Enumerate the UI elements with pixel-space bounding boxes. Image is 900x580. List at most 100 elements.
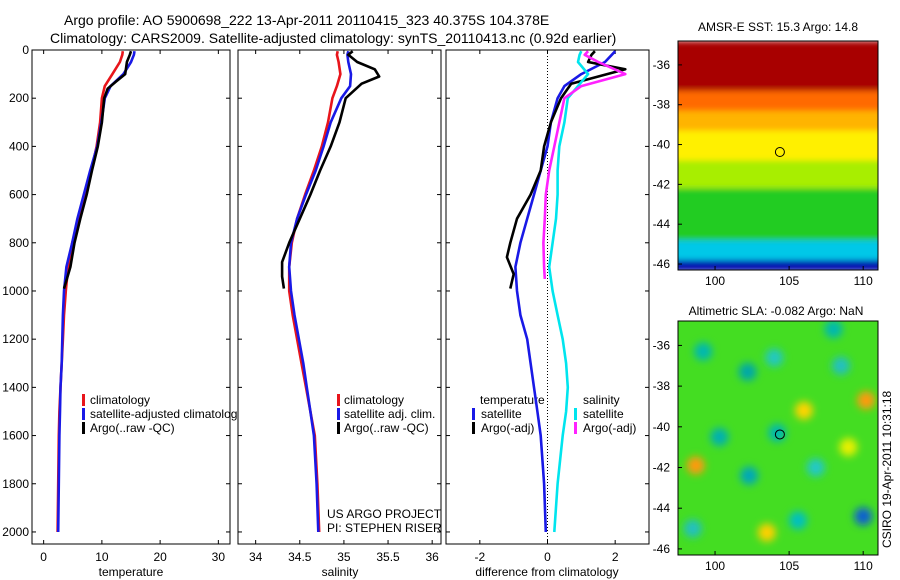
map-x-tick-label: 105 <box>779 274 799 288</box>
legend-swatch-cyan <box>574 408 577 420</box>
legend-swatch-red <box>82 394 85 406</box>
y-tick-label: 1600 <box>2 429 29 443</box>
legend-argo-raw: Argo(..raw -QC) <box>344 421 429 435</box>
y-tick-label: 1400 <box>2 380 29 394</box>
x-tick-label: 20 <box>153 550 167 564</box>
legend-climatology: climatology <box>90 393 150 407</box>
sla-spot <box>857 391 876 410</box>
sla-spot <box>683 519 702 538</box>
credit-line2: PI: STEPHEN RISER <box>327 521 442 535</box>
legend-swatch-magenta <box>574 422 577 434</box>
y-tick-label: 2000 <box>2 525 29 539</box>
legend-swatch-black <box>472 422 475 434</box>
legend-swatch-blue <box>472 408 475 420</box>
map-y-tick-label: -42 <box>653 177 671 191</box>
sst-band <box>678 160 878 190</box>
sla-spot <box>839 438 858 457</box>
map-y-tick-label: -46 <box>653 257 671 271</box>
sla-spot <box>831 356 850 375</box>
sst-band <box>678 90 878 112</box>
legend-climatology: climatology <box>344 393 404 407</box>
sla-field <box>678 321 878 555</box>
x-tick-label: 34 <box>249 550 263 564</box>
map-y-tick-label: -44 <box>653 217 671 231</box>
sst-map-title: AMSR-E SST: 15.3 Argo: 14.8 <box>698 20 858 34</box>
map-x-tick-label: 110 <box>854 559 873 573</box>
sla-spot <box>738 362 757 381</box>
sla-spot <box>806 458 825 477</box>
salinity-xlabel: salinity <box>322 565 359 579</box>
sla-spot <box>757 523 776 542</box>
series-temperature-satellite <box>514 50 617 533</box>
map-y-tick-label: -40 <box>653 138 671 152</box>
y-tick-label: 600 <box>9 188 29 202</box>
side-timestamp: CSIRO 19-Apr-2011 10:31:18 <box>880 390 894 548</box>
legend-sat-adj-climatology: satellite-adjusted climatology <box>90 407 243 421</box>
legend-salinity-heading: salinity <box>583 393 620 407</box>
figure-title-line2: Climatology: CARS2009. Satellite-adjuste… <box>50 30 616 46</box>
argo-position-marker <box>774 429 785 440</box>
series-salinity-argo-adj- <box>542 50 627 279</box>
sla-spot <box>824 321 843 339</box>
map-y-tick-label: -44 <box>653 501 671 515</box>
sla-spot <box>710 427 729 446</box>
sst-band <box>678 188 878 242</box>
y-tick-label: 0 <box>22 43 29 57</box>
map-y-tick-label: -38 <box>653 379 671 393</box>
series-argo-raw-qc- <box>280 50 381 289</box>
legend-argo-raw: Argo(..raw -QC) <box>90 421 175 435</box>
map-y-tick-label: -46 <box>653 542 671 556</box>
y-tick-label: 400 <box>9 139 29 153</box>
sla-spot <box>740 466 759 485</box>
difference-xlabel: difference from climatology <box>475 565 618 579</box>
sla-spot <box>765 348 784 367</box>
argo-position-marker <box>774 147 785 158</box>
sla-spot <box>768 423 787 442</box>
credit-line1: US ARGO PROJECT <box>327 507 442 521</box>
sst-band <box>678 260 878 270</box>
legend-swatch-red <box>337 394 340 406</box>
sst-map: AMSR-E SST: 15.3 Argo: 14.8 100 105 110 -36… <box>653 20 879 288</box>
x-tick-label: 35 <box>337 550 351 564</box>
map-y-tick-label: -36 <box>653 338 671 352</box>
legend-swatch-blue <box>337 408 340 420</box>
y-tick-label: 1000 <box>2 284 29 298</box>
legend-temperature-heading: temperature <box>480 393 545 407</box>
legend-swatch-black <box>337 422 340 434</box>
legend-temp-argo: Argo(-adj) <box>481 421 534 435</box>
sla-spot <box>854 507 873 526</box>
x-tick-label: 0 <box>40 550 47 564</box>
salinity-legend: climatology satellite adj. clim. Argo(..… <box>337 393 435 435</box>
sla-spot <box>694 342 713 361</box>
legend-sat-adj-clim: satellite adj. clim. <box>344 407 435 421</box>
sla-spot <box>789 511 807 530</box>
map-x-tick-label: 105 <box>779 559 799 573</box>
y-tick-label: 1200 <box>2 332 29 346</box>
y-tick-label: 200 <box>9 91 29 105</box>
series-salinity-satellite <box>547 50 590 533</box>
x-tick-label: 36 <box>425 550 439 564</box>
map-x-tick-label: 100 <box>705 559 725 573</box>
difference-legend: temperature satellite Argo(-adj) salinit… <box>472 393 636 435</box>
x-tick-label: 2 <box>612 550 619 564</box>
map-x-tick-label: 100 <box>705 274 725 288</box>
legend-swatch-blue <box>82 408 85 420</box>
sla-anomalies <box>683 321 876 542</box>
x-tick-label: 35.5 <box>376 550 400 564</box>
map-y-tick-label: -36 <box>653 58 671 72</box>
legend-sal-satellite: satellite <box>583 407 624 421</box>
x-tick-label: 0 <box>544 550 551 564</box>
temperature-xlabel: temperature <box>99 565 164 579</box>
legend-sal-argo: Argo(-adj) <box>583 421 636 435</box>
sst-band <box>678 110 878 132</box>
sla-map: Altimetric SLA: -0.082 Argo: NaN 100 105 1… <box>653 304 879 573</box>
x-tick-label: 30 <box>212 550 226 564</box>
sla-spot <box>686 456 705 475</box>
temperature-legend: climatology satellite-adjusted climatolo… <box>82 393 243 435</box>
salinity-panel: salinity climatology satellite adj. clim… <box>237 49 442 579</box>
sst-band <box>678 130 878 162</box>
temperature-panel: temperature climatology satellite-adjust… <box>2 43 243 579</box>
map-y-tick-label: -42 <box>653 461 671 475</box>
x-tick-label: -2 <box>474 550 485 564</box>
